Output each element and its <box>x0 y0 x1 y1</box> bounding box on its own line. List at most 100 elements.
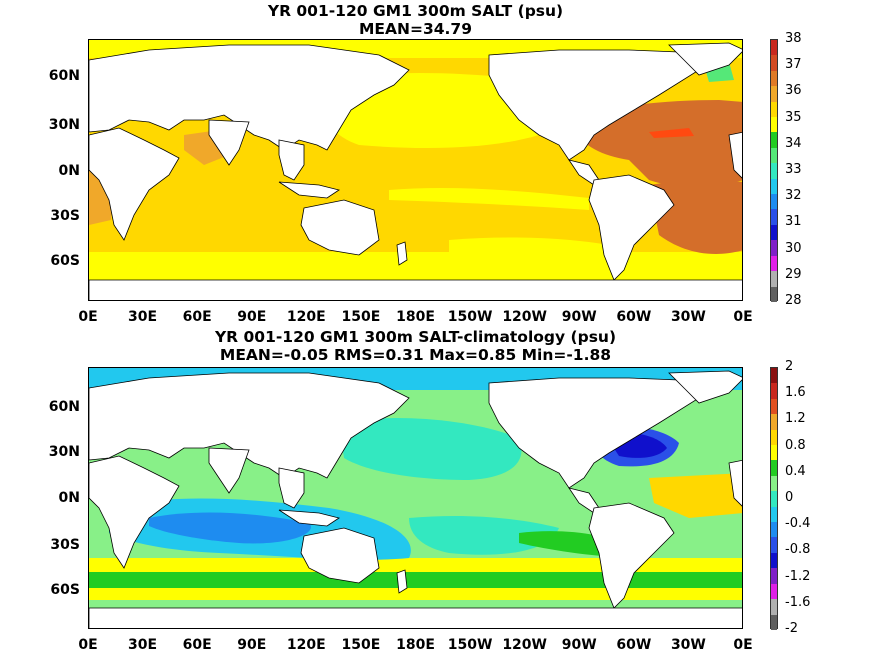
bottom-lat-label-0n: 0N <box>58 490 80 506</box>
top-lon-label: 120W <box>502 309 547 325</box>
colorbar-swatch <box>771 429 777 446</box>
colorbar-label: -2 <box>785 621 798 636</box>
top-lat-label-60s: 60S <box>50 253 80 269</box>
bottom-lat-label-60s: 60S <box>50 582 80 598</box>
africa-west <box>728 131 742 179</box>
colorbar-swatch <box>771 255 777 272</box>
bottom-lon-label: 60W <box>616 637 652 653</box>
south-america <box>588 174 675 281</box>
colorbar-label: 31 <box>785 214 802 230</box>
colorbar-label: 35 <box>785 109 802 125</box>
colorbar-swatch <box>771 117 777 133</box>
colorbar-swatch <box>771 70 777 87</box>
top-lat-label-30n: 30N <box>48 117 80 133</box>
colorbar-swatch <box>771 491 777 507</box>
bottom-lon-label: 0E <box>78 637 98 653</box>
top-lon-label: 120E <box>286 309 326 325</box>
australia <box>300 199 380 256</box>
colorbar-label: -0.8 <box>785 542 811 558</box>
bottom-lat-label-30n: 30N <box>48 444 80 460</box>
top-lon-label: 150E <box>341 309 381 325</box>
anomaly-north-pacific <box>339 418 522 480</box>
colorbar-label: -1.2 <box>785 568 811 584</box>
india <box>208 447 250 494</box>
top-lon-label: 180E <box>396 309 435 325</box>
colorbar-swatch <box>771 224 777 241</box>
bottom-lon-label: 60E <box>182 637 212 653</box>
colorbar-swatch <box>771 209 777 225</box>
africa <box>89 127 180 241</box>
top-lat-label-30s: 30S <box>50 208 80 224</box>
africa <box>89 455 180 569</box>
top-map-svg <box>89 40 742 300</box>
top-lon-label: 150W <box>447 309 493 325</box>
greenland <box>668 370 742 404</box>
southeast-asia <box>278 467 305 509</box>
colorbar-label: 32 <box>785 188 802 204</box>
colorbar-swatch <box>771 163 777 179</box>
anomaly-so-band4 <box>89 600 742 610</box>
south-america <box>588 502 675 609</box>
colorbar-label: 0.4 <box>785 463 806 479</box>
greenland <box>668 42 742 76</box>
top-lon-label: 30W <box>670 309 706 325</box>
north-america <box>488 49 700 161</box>
colorbar-label: 0 <box>785 490 794 505</box>
colorbar-label: 36 <box>785 83 802 99</box>
indonesia <box>278 509 340 527</box>
colorbar-swatch <box>771 86 777 102</box>
top-lon-label: 90W <box>561 309 597 325</box>
southeast-asia <box>278 139 305 181</box>
colorbar-label: 37 <box>785 57 802 73</box>
colorbar-swatch <box>771 132 777 148</box>
indonesia <box>278 181 340 199</box>
bottom-title-line1: YR 001-120 GM1 300m SALT-climatology (ps… <box>214 328 617 346</box>
colorbar-swatch <box>771 537 777 553</box>
equatorial-pacific-fresh <box>389 187 589 210</box>
colorbar-swatch <box>771 583 777 600</box>
colorbar-swatch <box>771 101 777 118</box>
top-lon-label: 60W <box>616 309 652 325</box>
top-salinity-map <box>88 39 743 301</box>
bottom-title-line2: MEAN=-0.05 RMS=0.31 Max=0.85 Min=-1.88 <box>219 346 612 364</box>
top-lon-label: 0E <box>78 309 98 325</box>
colorbar-swatch <box>771 194 777 210</box>
bottom-anomaly-map <box>88 367 743 629</box>
bottom-lon-label: 90E <box>237 637 267 653</box>
new-zealand <box>396 569 408 594</box>
colorbar-swatch <box>771 522 777 538</box>
colorbar-swatch <box>771 475 777 492</box>
colorbar-swatch <box>771 286 777 302</box>
colorbar-swatch <box>771 178 777 195</box>
colorbar-label: 30 <box>785 240 802 256</box>
top-colorbar <box>770 39 778 302</box>
top-lon-label: 90E <box>237 309 267 325</box>
colorbar-swatch <box>771 55 777 71</box>
top-lat-label-60n: 60N <box>48 68 80 84</box>
anomaly-so-band3 <box>89 588 742 600</box>
colorbar-swatch <box>771 414 777 430</box>
antarctica <box>89 607 742 628</box>
anomaly-so-band2 <box>89 572 742 588</box>
anomaly-tropical-atlantic <box>649 473 742 518</box>
north-america <box>488 377 700 489</box>
top-lat-label-0n: 0N <box>58 163 80 179</box>
landmasses <box>89 42 742 300</box>
bottom-colorbar <box>770 367 778 630</box>
new-zealand <box>396 241 408 266</box>
colorbar-swatch <box>771 147 777 164</box>
top-lon-label: 0E <box>733 309 753 325</box>
bottom-lon-label: 120W <box>502 637 547 653</box>
colorbar-label: 33 <box>785 162 802 177</box>
colorbar-label: -1.6 <box>785 594 811 610</box>
bottom-lon-label: 150W <box>447 637 493 653</box>
colorbar-label: 29 <box>785 266 802 282</box>
colorbar-swatch <box>771 240 777 256</box>
bottom-lat-label-60n: 60N <box>48 399 80 415</box>
colorbar-label: 34 <box>785 135 802 151</box>
colorbar-label: -0.4 <box>785 516 811 532</box>
top-title-line1: YR 001-120 GM1 300m SALT (psu) <box>267 2 564 20</box>
top-title-line2: MEAN=34.79 <box>359 20 472 38</box>
colorbar-swatch <box>771 383 777 399</box>
bottom-lon-label: 120E <box>286 637 326 653</box>
